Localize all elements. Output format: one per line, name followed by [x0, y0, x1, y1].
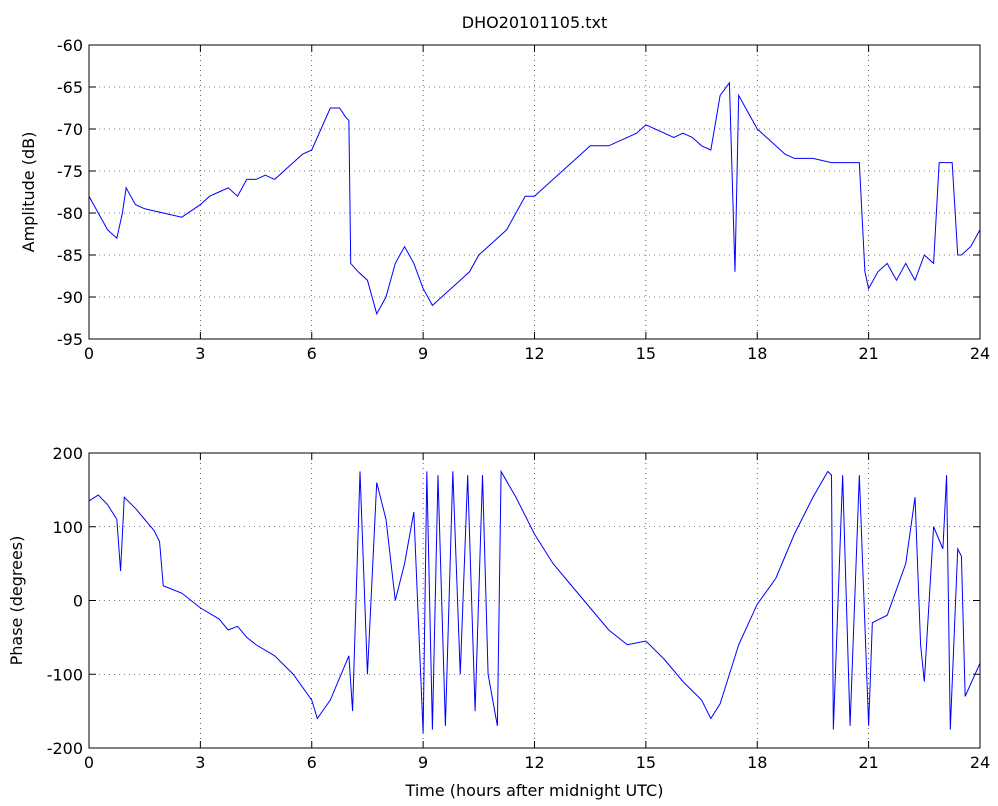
chart-title: DHO20101105.txt: [462, 13, 607, 32]
axes-box: [88, 452, 981, 749]
x-tick-label: 15: [636, 344, 656, 363]
plot-area: [89, 45, 980, 339]
y-tick-label: 200: [52, 444, 83, 463]
y-tick-label: -65: [57, 78, 83, 97]
y-tick-label: -90: [57, 288, 83, 307]
x-tick-label: 18: [747, 344, 767, 363]
x-tick-label: 21: [858, 753, 878, 772]
x-tick-label: 6: [307, 344, 317, 363]
y-tick-label: -100: [47, 665, 83, 684]
y-tick-label: 100: [52, 518, 83, 537]
y-tick-label: -70: [57, 120, 83, 139]
x-tick-label: 6: [307, 753, 317, 772]
x-tick-label: 21: [858, 344, 878, 363]
y-axis-label: Amplitude (dB): [19, 132, 38, 253]
data-line: [88, 469, 981, 734]
x-tick-label: 9: [418, 753, 428, 772]
x-tick-label: 12: [524, 344, 544, 363]
x-tick-label: 18: [747, 753, 767, 772]
y-axis-label: Phase (degrees): [7, 536, 26, 666]
y-tick-label: 0: [73, 592, 83, 611]
x-tick-label: 3: [195, 753, 205, 772]
x-tick-label: 9: [418, 344, 428, 363]
x-tick-label: 0: [84, 753, 94, 772]
x-tick-label: 24: [970, 753, 990, 772]
y-tick-label: -75: [57, 162, 83, 181]
y-tick-label: -200: [47, 739, 83, 758]
y-tick-label: -95: [57, 330, 83, 349]
x-tick-label: 0: [84, 344, 94, 363]
x-tick-label: 24: [970, 344, 990, 363]
x-axis-label: Time (hours after midnight UTC): [405, 781, 664, 800]
axes-box: [88, 44, 981, 340]
y-tick-label: -80: [57, 204, 83, 223]
x-tick-label: 12: [524, 753, 544, 772]
x-tick-label: 15: [636, 753, 656, 772]
data-line: [88, 81, 981, 316]
x-tick-label: 3: [195, 344, 205, 363]
y-tick-label: -85: [57, 246, 83, 265]
y-tick-label: -60: [57, 36, 83, 55]
